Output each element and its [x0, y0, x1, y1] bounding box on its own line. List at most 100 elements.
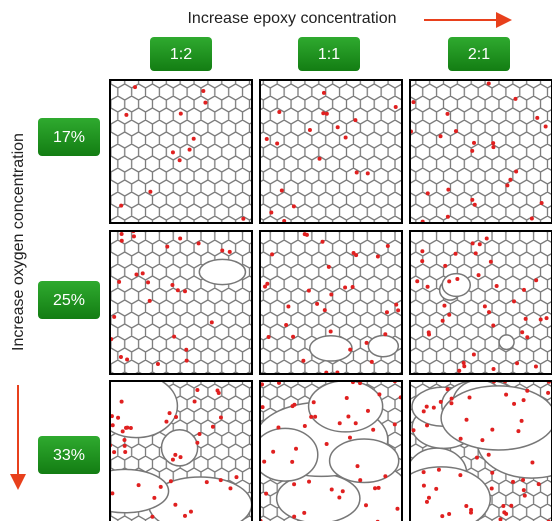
- hole: [330, 439, 399, 482]
- oxygen-atom: [307, 289, 311, 293]
- oxygen-atom: [148, 299, 152, 303]
- oxygen-atom: [269, 210, 273, 214]
- oxygen-atom: [201, 89, 205, 93]
- oxygen-atom: [412, 428, 416, 432]
- oxygen-atom: [330, 487, 334, 491]
- oxygen-atom: [184, 348, 188, 352]
- panel-bg: [410, 80, 552, 223]
- oxygen-atom: [280, 189, 284, 193]
- panel: [393, 379, 552, 521]
- oxygen-atom: [489, 260, 493, 264]
- oxygen-atom: [474, 251, 478, 255]
- oxygen-atom: [377, 486, 381, 490]
- oxygen-atom: [522, 288, 526, 292]
- oxygen-atom: [228, 486, 232, 490]
- oxygen-atom: [121, 429, 125, 433]
- oxygen-atom: [491, 324, 495, 328]
- oxygen-atom: [511, 480, 515, 484]
- oxygen-atom: [534, 278, 538, 282]
- oxygen-atom: [219, 478, 223, 482]
- oxygen-atom: [427, 330, 431, 334]
- oxygen-atom: [325, 442, 329, 446]
- oxygen-atom: [522, 488, 526, 492]
- oxygen-atom: [313, 415, 317, 419]
- oxygen-atom: [454, 129, 458, 133]
- oxygen-atom: [291, 335, 295, 339]
- oxygen-atom: [422, 409, 426, 413]
- oxygen-atom: [111, 423, 115, 427]
- oxygen-atom: [301, 359, 305, 363]
- oxygen-atom: [525, 389, 529, 393]
- panel: [260, 231, 402, 375]
- oxygen-atom: [134, 272, 138, 276]
- oxygen-atom: [261, 405, 265, 409]
- oxygen-atom: [338, 421, 342, 425]
- oxygen-atom: [442, 304, 446, 308]
- oxygen-atom: [396, 308, 400, 312]
- oxygen-atom: [198, 432, 202, 436]
- oxygen-atom: [459, 437, 463, 441]
- panel: [110, 80, 252, 223]
- oxygen-atom: [495, 284, 499, 288]
- oxygen-atom: [439, 134, 443, 138]
- oxygen-atom: [420, 259, 424, 263]
- hole: [499, 335, 514, 350]
- row-label: 33%: [53, 447, 85, 464]
- oxygen-atom: [371, 428, 375, 432]
- oxygen-atom: [443, 264, 447, 268]
- oxygen-atom: [534, 365, 538, 369]
- oxygen-atom: [445, 112, 449, 116]
- oxygen-atom: [217, 391, 221, 395]
- oxygen-atom: [487, 453, 491, 457]
- oxygen-atom: [544, 124, 548, 128]
- oxygen-atom: [447, 313, 451, 317]
- panels: [82, 80, 552, 521]
- oxygen-atom: [348, 348, 352, 352]
- oxygen-atom: [365, 341, 369, 345]
- oxygen-atom: [356, 464, 360, 468]
- oxygen-atom: [386, 244, 390, 248]
- oxygen-atom: [228, 250, 232, 254]
- oxygen-atom: [308, 128, 312, 132]
- panel: [409, 80, 552, 224]
- oxygen-atom: [125, 358, 129, 362]
- oxygen-atom: [490, 487, 494, 491]
- oxygen-atom: [520, 419, 524, 423]
- oxygen-atom: [490, 428, 494, 432]
- hole: [95, 374, 178, 437]
- oxygen-atom: [422, 484, 426, 488]
- oxygen-atom: [545, 316, 549, 320]
- oxygen-atom: [203, 101, 207, 105]
- oxygen-atom: [120, 239, 124, 243]
- oxygen-atom: [393, 422, 397, 426]
- oxygen-atom: [422, 470, 426, 474]
- oxygen-atom: [446, 215, 450, 219]
- oxygen-atom: [383, 474, 387, 478]
- oxygen-atom: [514, 97, 518, 101]
- row-label: 25%: [53, 292, 85, 309]
- oxygen-atom: [366, 171, 370, 175]
- oxygen-atom: [305, 233, 309, 237]
- oxygen-atom: [178, 236, 182, 240]
- oxygen-atom: [195, 441, 199, 445]
- oxygen-atom: [119, 355, 123, 359]
- oxygen-atom: [432, 406, 436, 410]
- oxygen-atom: [219, 416, 223, 420]
- oxygen-atom: [327, 265, 331, 269]
- oxygen-atom: [276, 426, 280, 430]
- oxygen-atom: [366, 409, 370, 413]
- column-label: 1:1: [318, 46, 340, 63]
- oxygen-atom: [178, 158, 182, 162]
- oxygen-atom: [169, 479, 173, 483]
- oxygen-atom: [470, 149, 474, 153]
- oxygen-atom: [394, 303, 398, 307]
- oxygen-atom: [492, 367, 496, 371]
- oxygen-atom: [522, 398, 526, 402]
- oxygen-atom: [112, 315, 116, 319]
- oxygen-atom: [505, 183, 509, 187]
- oxygen-atom: [546, 391, 550, 395]
- oxygen-atom: [267, 335, 271, 339]
- oxygen-atom: [197, 241, 201, 245]
- oxygen-atom: [292, 482, 296, 486]
- oxygen-atom: [485, 237, 489, 241]
